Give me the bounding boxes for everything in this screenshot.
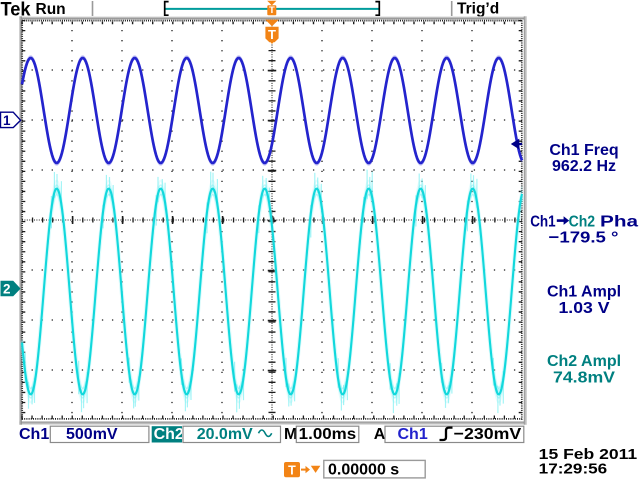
svg-text:Run: Run (36, 1, 66, 18)
svg-text:Ch1 Ampl: Ch1 Ampl (547, 284, 621, 301)
svg-text:15 Feb 2011: 15 Feb 2011 (539, 447, 638, 463)
svg-text:500mV: 500mV (66, 426, 118, 443)
svg-text:Trig’d: Trig’d (457, 0, 499, 17)
svg-text:Ch2: Ch2 (569, 213, 596, 230)
svg-text:17:29:56: 17:29:56 (539, 461, 608, 477)
svg-text:2: 2 (3, 282, 11, 297)
svg-text:74.8mV: 74.8mV (553, 370, 615, 387)
svg-text:M: M (284, 426, 297, 443)
svg-text:20.0mV: 20.0mV (197, 426, 253, 443)
svg-text:0.00000 s: 0.00000 s (328, 461, 399, 478)
svg-text:A: A (374, 426, 386, 443)
svg-text:1.00ms: 1.00ms (299, 426, 357, 443)
svg-text:−230mV: −230mV (454, 426, 522, 443)
svg-text:Ch1 Freq: Ch1 Freq (549, 142, 618, 159)
svg-text:Ch2: Ch2 (154, 426, 184, 443)
svg-text:Ch1: Ch1 (398, 426, 428, 443)
svg-text:962.2 Hz: 962.2 Hz (552, 158, 616, 175)
svg-text:T: T (269, 5, 275, 16)
svg-text:T: T (288, 463, 296, 477)
svg-text:Ch1: Ch1 (530, 213, 556, 230)
svg-text:Pha: Pha (600, 213, 638, 230)
svg-text:Tek: Tek (1, 0, 31, 21)
svg-text:1: 1 (3, 113, 11, 128)
svg-text:T: T (268, 27, 276, 42)
svg-text:1.03 V: 1.03 V (559, 300, 610, 317)
svg-text:−179.5 °: −179.5 ° (549, 230, 619, 247)
svg-text:Ch2 Ampl: Ch2 Ampl (547, 353, 621, 370)
svg-text:Ch1: Ch1 (19, 426, 49, 443)
